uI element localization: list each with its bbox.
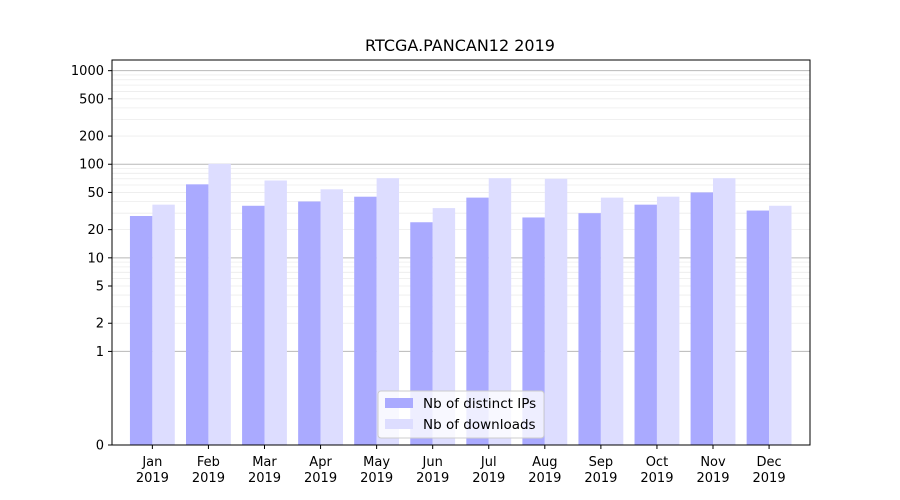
x-tick-label-month: Aug [532, 455, 557, 470]
x-tick-label-year: 2019 [472, 471, 505, 486]
x-tick-label-month: Jan [141, 455, 162, 470]
legend-label-downloads: Nb of downloads [423, 417, 536, 433]
bar-distinct-ips [634, 204, 657, 445]
x-tick-label-month: Jul [480, 455, 497, 470]
bars [129, 163, 792, 446]
x-axis: Jan2019Feb2019Mar2019Apr2019May2019Jun20… [136, 445, 786, 486]
x-tick-label-month: Nov [700, 455, 726, 470]
x-tick-label-month: May [363, 455, 390, 470]
x-tick-label-year: 2019 [192, 471, 225, 486]
x-tick-label-year: 2019 [753, 471, 786, 486]
legend-frame [377, 390, 545, 439]
bar-distinct-ips [578, 213, 601, 445]
y-tick-label: 10 [87, 251, 104, 266]
x-tick-label-year: 2019 [416, 471, 449, 486]
bar-downloads [544, 178, 568, 446]
legend-label-distinct-ips: Nb of distinct IPs [423, 396, 536, 412]
bar-distinct-ips [354, 196, 377, 445]
x-tick-label-year: 2019 [136, 471, 169, 486]
bar-downloads [432, 208, 456, 445]
bar-distinct-ips [186, 184, 209, 445]
x-tick-label-year: 2019 [304, 471, 337, 486]
bar-distinct-ips [522, 217, 545, 445]
bar-downloads [656, 196, 680, 445]
y-tick-label: 2 [96, 317, 104, 332]
bar-distinct-ips [466, 197, 489, 445]
y-tick-label: 500 [79, 92, 104, 107]
x-tick-label-year: 2019 [640, 471, 673, 486]
y-tick-label: 5 [96, 280, 104, 295]
x-tick-label-month: Oct [646, 455, 668, 470]
x-tick-label-month: Feb [197, 455, 220, 470]
x-tick-label-month: Sep [589, 455, 614, 470]
bar-distinct-ips [129, 215, 153, 445]
x-tick-label-month: Jun [422, 455, 443, 470]
bar-downloads [488, 178, 512, 445]
x-tick-label-month: Dec [756, 455, 781, 470]
x-tick-label-year: 2019 [528, 471, 561, 486]
x-tick-label-year: 2019 [248, 471, 281, 486]
legend-swatch-downloads [385, 419, 413, 429]
legend: Nb of distinct IPs Nb of downloads [377, 390, 545, 439]
x-tick-label-year: 2019 [360, 471, 393, 486]
bar-distinct-ips [242, 205, 265, 445]
chart-title: RTCGA.PANCAN12 2019 [365, 36, 555, 55]
bar-distinct-ips [746, 210, 770, 445]
y-tick-label: 200 [79, 130, 104, 145]
x-tick-label-year: 2019 [696, 471, 729, 486]
bar-downloads [600, 197, 624, 445]
x-tick-label-month: Mar [252, 455, 277, 470]
legend-swatch-distinct-ips [385, 398, 413, 408]
bar-distinct-ips [690, 192, 714, 445]
y-tick-label: 1000 [71, 64, 104, 79]
y-tick-label: 100 [79, 158, 104, 173]
bar-distinct-ips [298, 201, 321, 445]
bar-downloads [320, 189, 343, 445]
bar-downloads [769, 205, 792, 445]
bar-distinct-ips [410, 222, 433, 445]
y-tick-label: 1 [96, 345, 104, 360]
y-tick-label: 0 [96, 439, 104, 454]
plot-frame [111, 59, 811, 446]
x-tick-label-year: 2019 [584, 471, 617, 486]
x-tick-label-month: Apr [309, 455, 332, 470]
bar-downloads [208, 163, 231, 445]
y-tick-label: 50 [87, 186, 104, 201]
bar-downloads [376, 178, 400, 445]
bar-downloads [713, 178, 736, 445]
bar-downloads [152, 204, 175, 445]
y-axis: 0 1 2 5 10 20 50 100 200 500 1000 [71, 64, 112, 454]
bar-downloads [264, 180, 287, 446]
y-tick-label: 20 [87, 223, 104, 238]
